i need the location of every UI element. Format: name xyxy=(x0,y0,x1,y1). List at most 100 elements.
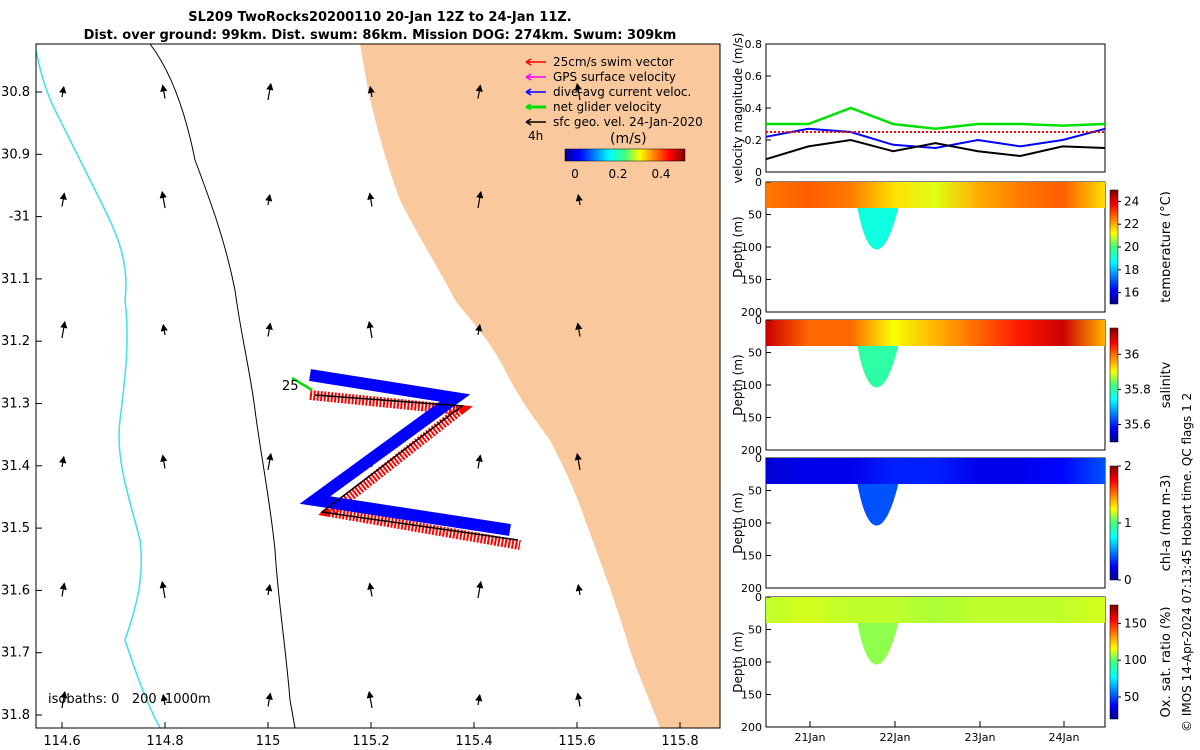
profile-colorbar xyxy=(1109,604,1119,720)
colorbar-tick-label: 0 xyxy=(1124,573,1132,587)
velocity-series-line xyxy=(766,106,1106,131)
profile-y-tick-label: 150 xyxy=(741,550,762,563)
legend-time: 4h xyxy=(528,129,543,143)
date-tick-label: 22Jan xyxy=(880,731,911,744)
legend-label: dive-avg current veloc. xyxy=(553,85,691,99)
legend-arrowhead xyxy=(525,118,532,126)
speed-colorbar xyxy=(564,148,686,162)
isobath-200m xyxy=(149,44,296,728)
current-arrow xyxy=(475,323,483,336)
colorbar-variable-label: salinity xyxy=(1159,361,1170,408)
profile-panel: 0 50 100 150 200 Depth (m) 35.6 35.8 36 salinity xyxy=(731,314,1170,457)
colorbar-tick-label: 35.8 xyxy=(1124,382,1151,396)
colorbar-tick-label: 35.6 xyxy=(1124,417,1151,431)
profile-y-tick-label: 100 xyxy=(741,517,762,530)
legend-label: GPS surface velocity xyxy=(553,70,676,84)
current-arrow xyxy=(265,322,273,337)
profile-trough xyxy=(857,208,899,250)
current-arrow xyxy=(574,452,582,471)
map-x-ticks: 114.6 114.8 115 115.2 115.4 115.6 115.8 xyxy=(43,722,699,749)
profile-y-tick-label: 150 xyxy=(741,689,762,702)
map-y-tick-label: 31.6 xyxy=(1,583,30,598)
colorbar-tick-label: 24 xyxy=(1124,194,1139,208)
title-line-1: SL209 TwoRocks20200110 20-Jan 12Z to 24-… xyxy=(188,10,572,25)
track-map: 25 isobaths: 0 200 1000m 114.6 114.8 115 11… xyxy=(1,43,721,749)
current-arrow xyxy=(160,454,168,469)
map-y-tick-label: 30.8 xyxy=(1,85,30,100)
current-arrow xyxy=(475,454,483,469)
glider-track-red xyxy=(309,390,521,550)
profile-fill xyxy=(766,320,1105,388)
profile-colorbar xyxy=(1109,327,1119,443)
current-arrow xyxy=(574,82,582,101)
date-x-ticks: 21Jan 22Jan 23Jan 24Jan xyxy=(795,721,1079,744)
velocity-series-line xyxy=(765,127,1106,150)
isobath-1000m xyxy=(36,49,161,728)
timestamp-note: © IMOS 14-Apr-2024 07:13:45 Hobart time.… xyxy=(1180,392,1194,732)
colorbar-tick-label: 0.2 xyxy=(608,167,627,181)
profile-fill xyxy=(766,182,1105,250)
current-arrow xyxy=(475,84,483,99)
colorbar-variable-label: chl-a (mg m-3) xyxy=(1159,475,1170,572)
profile-trough xyxy=(857,346,899,388)
profile-ylabel: Depth (m) xyxy=(731,216,745,277)
colorbar-tick-label: 20 xyxy=(1124,240,1139,254)
current-arrow xyxy=(59,582,67,597)
current-arrow xyxy=(366,690,374,709)
profile-panel: 0 50 100 150 200 Depth (m) 0 1 2 chl-a (mg m-3) xyxy=(731,452,1170,595)
map-x-tick-label: 115.4 xyxy=(455,734,492,749)
current-arrow xyxy=(160,693,168,706)
colorbar-variable-label: temperature (°C) xyxy=(1159,191,1170,303)
surface-current-arrows xyxy=(59,82,583,709)
velocity-ylabel: velocity magnitude (m/s) xyxy=(731,33,745,184)
colorbar-tick-label: 18 xyxy=(1124,263,1139,277)
current-arrow xyxy=(266,452,274,471)
legend-arrowhead xyxy=(525,58,532,66)
glider-track-black xyxy=(314,394,519,541)
velocity-series-line xyxy=(765,138,1106,161)
map-x-tick-label: 115.6 xyxy=(558,734,595,749)
colorbar-tick-label: 150 xyxy=(1124,616,1147,630)
profile-y-tick-label: 200 xyxy=(741,582,762,595)
current-arrow xyxy=(265,692,273,707)
map-x-tick-label: 115.2 xyxy=(352,734,389,749)
legend-label: sfc geo. vel. 24-Jan-2020 xyxy=(553,115,703,129)
current-arrow xyxy=(60,320,68,339)
current-arrow xyxy=(575,583,583,596)
map-y-tick-label: 30.9 xyxy=(1,147,30,162)
current-arrow xyxy=(476,580,484,599)
current-arrow xyxy=(367,85,375,98)
profile-fill xyxy=(766,458,1105,526)
current-arrow xyxy=(475,693,483,706)
map-y-tick-label: 31.1 xyxy=(1,272,30,287)
profile-trough xyxy=(857,623,899,665)
profile-y-tick-label: 0 xyxy=(755,591,762,604)
profile-y-tick-label: 200 xyxy=(741,721,762,734)
profile-y-tick-label: 0 xyxy=(755,176,762,189)
glider-track-blue xyxy=(299,369,511,536)
colorbar-variable-label: Ox. sat. ratio (%) xyxy=(1159,607,1170,718)
map-y-tick-label: 31.3 xyxy=(1,397,30,412)
colorbar-title: (m/s) xyxy=(610,131,647,147)
track-start-label: 25 xyxy=(282,379,299,394)
current-arrow xyxy=(367,582,375,597)
current-arrow xyxy=(575,322,583,337)
colorbar-tick-label: 16 xyxy=(1124,286,1139,300)
current-arrow xyxy=(159,190,167,209)
profile-y-tick-label: 100 xyxy=(741,656,762,669)
profile-y-tick-label: 100 xyxy=(741,379,762,392)
map-x-tick-label: 115 xyxy=(256,734,281,749)
profile-ylabel: Depth (m) xyxy=(731,354,745,415)
profile-y-tick-label: 0 xyxy=(755,452,762,465)
current-arrow xyxy=(159,580,167,599)
current-arrow xyxy=(265,193,273,206)
map-y-tick-label: 31.4 xyxy=(1,459,30,474)
date-tick-label: 23Jan xyxy=(965,731,996,744)
velocity-axes xyxy=(765,43,1106,173)
profile-y-tick-label: 50 xyxy=(748,624,762,637)
colorbar-tick-label: 36 xyxy=(1124,347,1139,361)
map-x-tick-label: 115.8 xyxy=(661,734,698,749)
velocity-y-tick-label: 0 xyxy=(755,166,762,179)
